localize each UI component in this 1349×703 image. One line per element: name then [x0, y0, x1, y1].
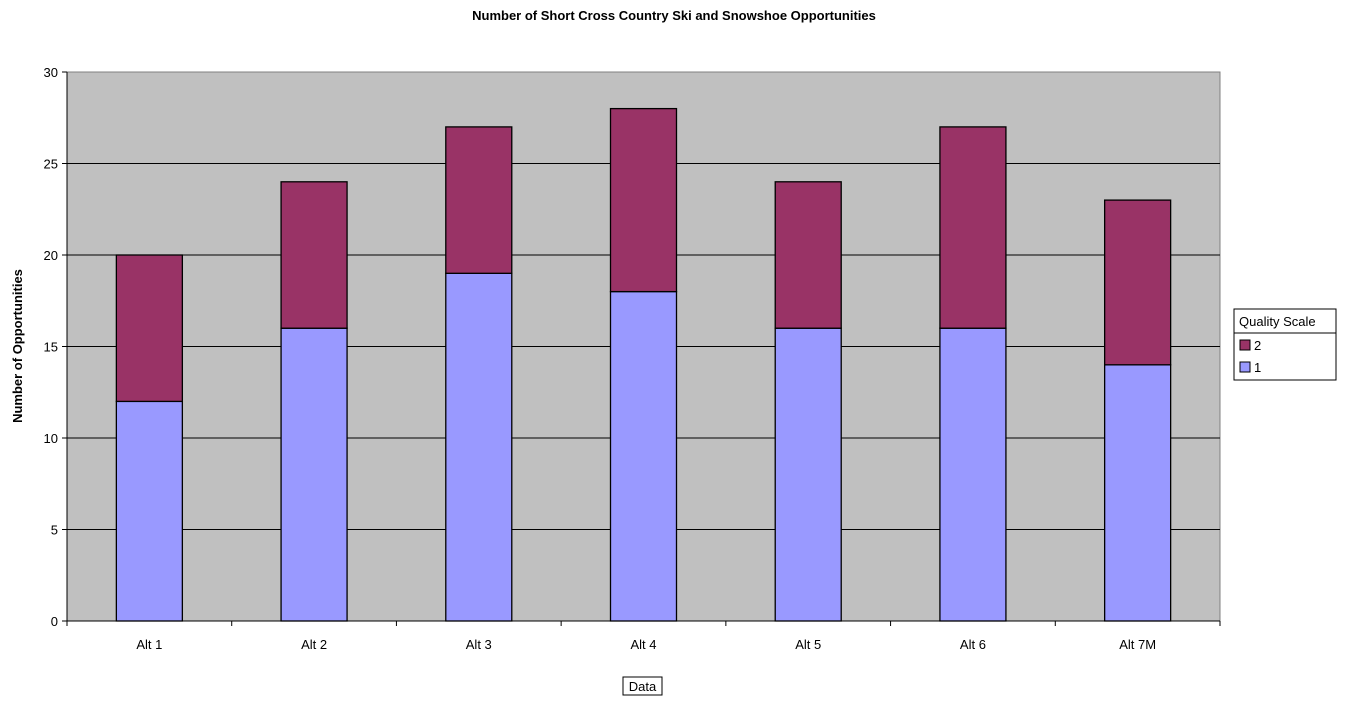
bar-segment: [280, 181, 348, 329]
bar-segment: [115, 254, 184, 403]
bar-segment: [445, 272, 513, 622]
x-axis-label: Data: [629, 679, 657, 694]
x-tick-label: Alt 1: [136, 637, 162, 652]
x-tick-label: Alt 3: [466, 637, 492, 652]
x-tick-label: Alt 5: [795, 637, 821, 652]
bars: [115, 107, 1172, 622]
y-axis-label: Number of Opportunities: [10, 269, 25, 423]
x-axis-label-box: Data: [622, 676, 663, 696]
x-axis-label-frame: [622, 676, 663, 696]
y-tick-label: 30: [44, 65, 58, 80]
y-tick-label: 25: [44, 157, 58, 172]
y-tick-label: 0: [51, 614, 58, 629]
legend-swatch: [1239, 361, 1251, 373]
legend-title: Quality Scale: [1239, 314, 1316, 329]
legend: Quality Scale 21: [1233, 308, 1337, 381]
y-tick-label: 10: [44, 431, 58, 446]
legend-frame: [1233, 308, 1337, 381]
bar-segment: [280, 327, 348, 622]
legend-label: 1: [1254, 360, 1261, 375]
bar-segment: [1103, 364, 1172, 622]
bar-segment: [939, 126, 1007, 329]
legend-swatch: [1239, 339, 1251, 351]
bar-segment: [115, 400, 184, 622]
bar-segment: [1103, 199, 1172, 366]
legend-label: 2: [1254, 338, 1261, 353]
legend-entries: 21: [1239, 338, 1261, 375]
bar-segment: [609, 107, 678, 293]
x-tick-label: Alt 7M: [1119, 637, 1156, 652]
y-tick-label: 15: [44, 340, 58, 355]
y-tick-label: 20: [44, 248, 58, 263]
bar-segment: [939, 327, 1007, 622]
x-tick-label: Alt 4: [630, 637, 656, 652]
chart-title: Number of Short Cross Country Ski and Sn…: [472, 8, 876, 23]
bar-segment: [774, 181, 842, 329]
x-tick-label: Alt 2: [301, 637, 327, 652]
x-tick-label: Alt 6: [960, 637, 986, 652]
y-tick-label: 5: [51, 523, 58, 538]
bar-segment: [774, 327, 842, 622]
bar-segment: [609, 290, 678, 622]
axes: 0 5 10 15 20 25 30 Alt 1 Alt 2 Alt 3 Alt 4 Alt 5 Alt…: [44, 65, 1221, 652]
bar-segment: [445, 126, 513, 274]
